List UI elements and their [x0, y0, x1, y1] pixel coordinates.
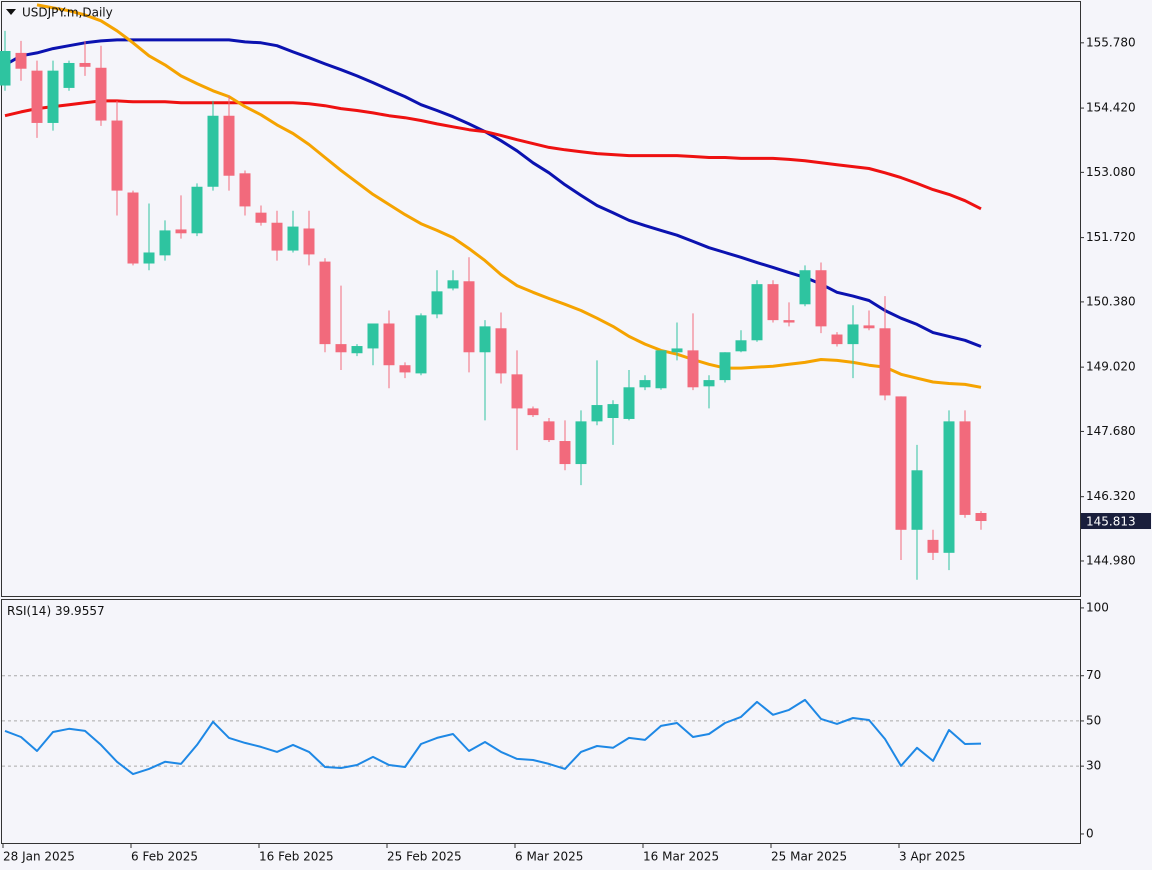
- candle-body: [703, 380, 715, 387]
- candle-body: [447, 280, 459, 289]
- candle-body: [127, 192, 139, 264]
- candle-body: [223, 115, 235, 176]
- candle-body: [815, 270, 827, 327]
- collapse-arrow[interactable]: [6, 9, 16, 15]
- candle-body: [799, 270, 811, 305]
- candle-body: [191, 186, 203, 234]
- y-tick-label: 154.420: [1086, 101, 1136, 115]
- price-label: 145.813: [1086, 515, 1136, 529]
- candle-body: [271, 222, 283, 251]
- y-tick-label: 100: [1086, 600, 1109, 614]
- candle-body: [463, 281, 475, 353]
- y-tick-label: 0: [1086, 826, 1094, 840]
- candle-body: [623, 387, 635, 419]
- x-tick-label: 16 Feb 2025: [259, 850, 334, 864]
- candle-body: [351, 346, 363, 354]
- candle-body: [255, 212, 267, 223]
- x-tick-label: 25 Mar 2025: [771, 850, 847, 864]
- y-tick-label: 155.780: [1086, 35, 1136, 49]
- candle-body: [431, 291, 443, 315]
- candle-body: [287, 226, 299, 251]
- candle-body: [0, 50, 11, 86]
- candle-body: [303, 228, 315, 255]
- x-tick-label: 6 Mar 2025: [515, 850, 583, 864]
- candle-body: [559, 441, 571, 465]
- candle-body: [751, 284, 763, 341]
- candle-body: [943, 421, 955, 553]
- candle-body: [399, 365, 411, 373]
- x-tick-label: 6 Feb 2025: [131, 850, 198, 864]
- y-tick-label: 147.680: [1086, 424, 1136, 438]
- candle-body: [31, 70, 43, 123]
- x-tick-label: 25 Feb 2025: [387, 850, 462, 864]
- moving-average: [36, 3, 982, 389]
- candle-body: [863, 325, 875, 329]
- x-tick-label: 3 Apr 2025: [899, 850, 966, 864]
- plot-layer: 155.780 154.420 153.080 151.720 150.380 149.0…: [0, 3, 1151, 864]
- candle-body: [47, 70, 59, 123]
- candle-body: [319, 261, 331, 345]
- rsi-panel: [1, 599, 1081, 844]
- candle-body: [847, 324, 859, 345]
- candle-body: [671, 348, 683, 353]
- candle-body: [63, 62, 75, 88]
- candle-body: [831, 334, 843, 345]
- candle-body: [639, 380, 651, 388]
- candle-body: [383, 323, 395, 366]
- candle-body: [655, 350, 667, 389]
- candle-body: [415, 315, 427, 374]
- candle-body: [575, 421, 587, 465]
- y-tick-label: 70: [1086, 668, 1101, 682]
- y-tick-label: 30: [1086, 759, 1101, 773]
- y-tick-label: 144.980: [1086, 553, 1136, 567]
- candle-body: [239, 173, 251, 207]
- candle-body: [143, 252, 155, 264]
- x-tick-label: 16 Mar 2025: [643, 850, 719, 864]
- candle-body: [959, 421, 971, 515]
- candle-body: [479, 326, 491, 353]
- y-tick-label: 146.320: [1086, 489, 1136, 503]
- rsi-title: RSI(14) 39.9557: [7, 604, 105, 618]
- candle-body: [591, 405, 603, 422]
- candle-body: [895, 396, 907, 530]
- candle-body: [79, 62, 91, 67]
- candle-body: [879, 328, 891, 396]
- y-tick-label: 153.080: [1086, 165, 1136, 179]
- y-tick-label: 150.380: [1086, 294, 1136, 308]
- candle-body: [527, 408, 539, 416]
- candle-body: [783, 320, 795, 323]
- candle-body: [207, 115, 219, 187]
- moving-average: [4, 99, 982, 211]
- candle-body: [159, 230, 171, 256]
- y-tick-label: 151.720: [1086, 230, 1136, 244]
- candle-body: [175, 229, 187, 234]
- candle-body: [687, 350, 699, 388]
- candle-body: [767, 284, 779, 321]
- candle-body: [367, 323, 379, 349]
- x-tick-label: 28 Jan 2025: [3, 850, 75, 864]
- candle-body: [543, 421, 555, 441]
- candle-body: [511, 374, 523, 409]
- candle-body: [735, 340, 747, 352]
- chart-title: USDJPY.m,Daily: [22, 6, 113, 20]
- price-panel: [1, 1, 1081, 597]
- candle-body: [607, 404, 619, 419]
- y-tick-label: 50: [1086, 713, 1101, 727]
- candle-body: [911, 470, 923, 530]
- rsi-value: 39.9557: [55, 604, 105, 618]
- candle-body: [927, 539, 939, 553]
- candle-body: [335, 344, 347, 353]
- candle-body: [495, 328, 507, 374]
- candle-body: [719, 352, 731, 381]
- price-label-box: [1081, 513, 1151, 530]
- candle-body: [15, 52, 27, 69]
- rsi-line: [4, 698, 982, 776]
- rsi-name: RSI(14): [7, 604, 51, 618]
- candle-body: [975, 512, 987, 522]
- candle-body: [111, 120, 123, 191]
- y-tick-label: 149.020: [1086, 360, 1136, 374]
- candle-body: [95, 67, 107, 121]
